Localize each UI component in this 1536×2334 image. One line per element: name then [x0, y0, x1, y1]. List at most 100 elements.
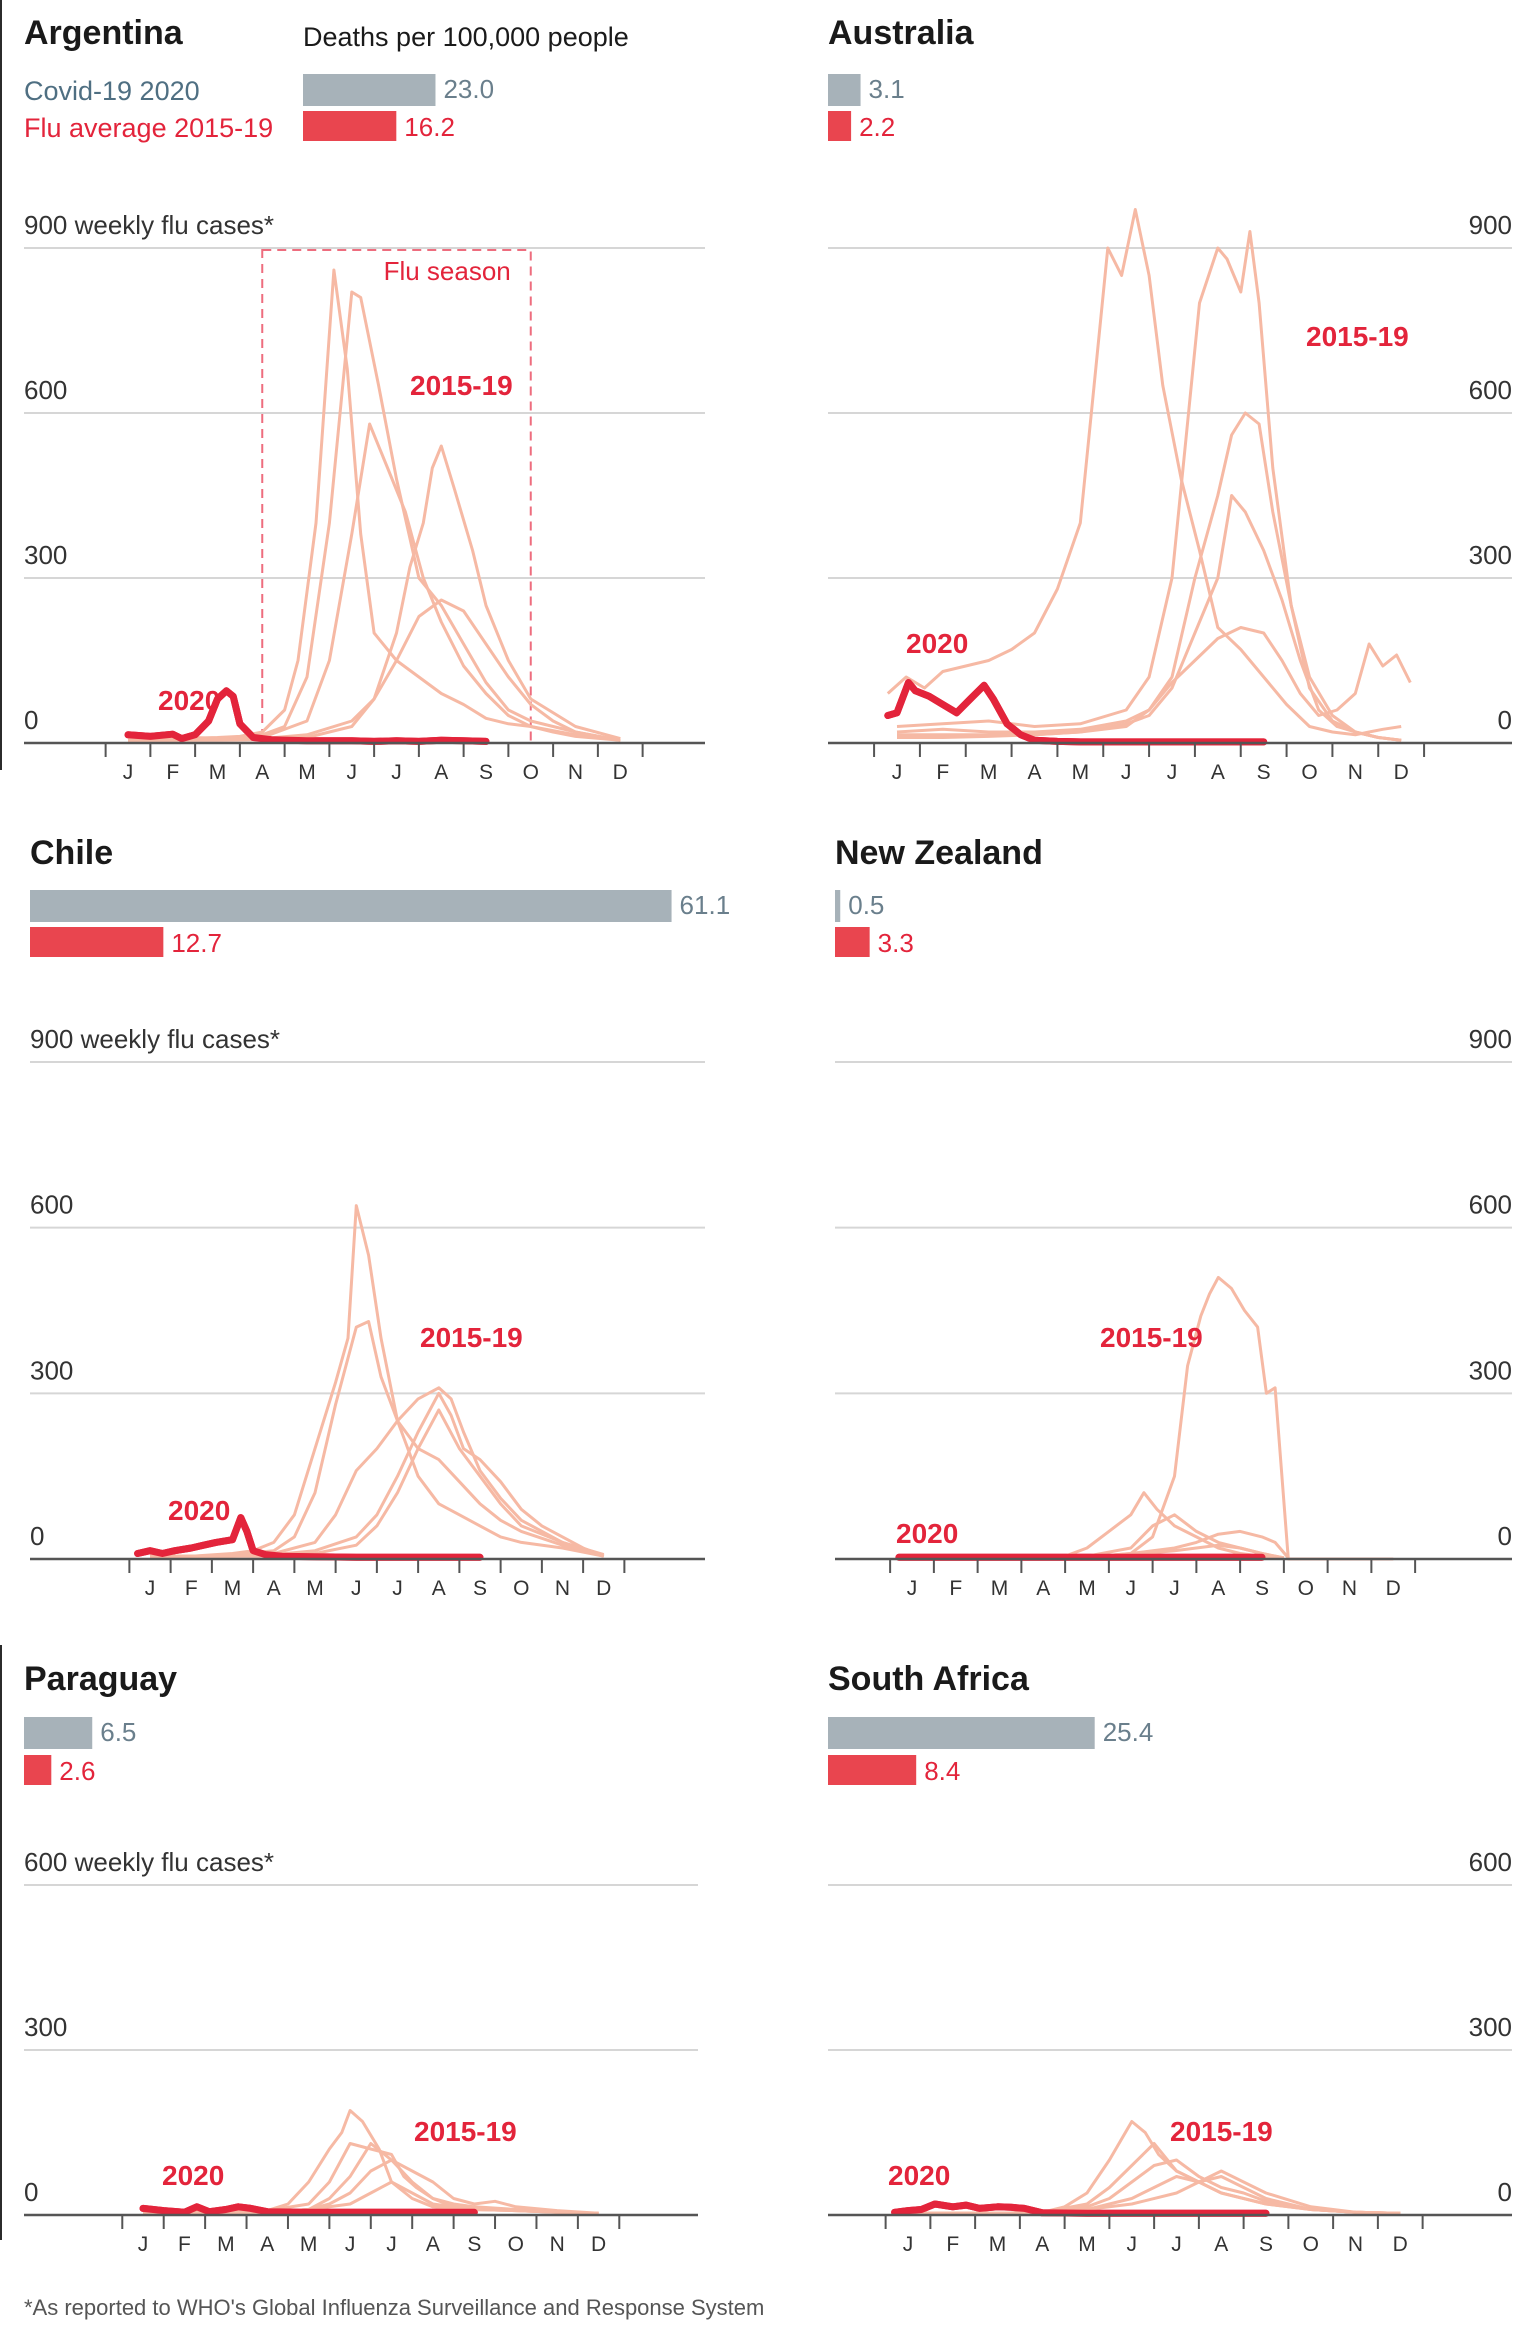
line-2020-top: [124, 687, 490, 745]
panel-title: South Africa: [828, 1660, 1030, 1698]
x-month-label: S: [473, 1577, 487, 1600]
covid-death-value: 23.0: [443, 74, 494, 104]
legend-flu-label: Flu average 2015-19: [24, 113, 273, 143]
footnote: *As reported to WHO's Global Influenza S…: [24, 2295, 764, 2320]
line-2015-19: [896, 230, 1402, 742]
x-month-label: O: [1298, 1577, 1314, 1600]
y-tick-label: 900: [1469, 210, 1512, 240]
x-month-label: A: [1211, 761, 1225, 784]
x-month-label: J: [386, 2233, 397, 2256]
line-2015-19: [150, 1320, 605, 1558]
panel-south-africa: South Africa 25.4 8.4 0 300 600 2015-19 2020 J F M…: [828, 1660, 1512, 2256]
x-month-label: J: [1121, 761, 1132, 784]
x-month-label: J: [903, 2233, 914, 2256]
line-2015-19: [912, 1491, 1285, 1560]
flu-death-bar: [24, 1755, 52, 1785]
x-month-label: J: [145, 1577, 156, 1600]
covid-death-bar: [24, 1717, 93, 1749]
y-tick-label: 0: [1498, 1521, 1512, 1551]
y-tick-label: 300: [30, 1355, 73, 1385]
panel-title: Australia: [828, 14, 975, 52]
flu-death-value: 2.2: [859, 112, 895, 142]
x-month-label: M: [1072, 761, 1090, 784]
covid-death-value: 6.5: [100, 1717, 136, 1747]
label-2015-19: 2015-19: [1170, 2116, 1273, 2147]
panel-paraguay: Paraguay 6.52.6 0 300 600 weekly flu cases* 2…: [24, 1660, 698, 2256]
x-month-label: M: [224, 1577, 242, 1600]
y-tick-label: 0: [30, 1521, 44, 1551]
x-month-label: J: [123, 761, 134, 784]
panel-australia: Australia 3.1 2.2 0 300 600 900 2015-19 2020 J F M A…: [828, 14, 1512, 784]
x-month-label: J: [392, 1577, 403, 1600]
x-month-label: J: [138, 2233, 149, 2256]
y-tick-label: 300: [1469, 2012, 1512, 2042]
x-month-label: S: [1255, 1577, 1269, 1600]
x-month-label: A: [432, 1577, 446, 1600]
flu-death-bar: [828, 1755, 917, 1785]
y-tick-label: 900: [1469, 1024, 1512, 1054]
y-tick-label: 0: [1498, 705, 1512, 735]
panel-argentina: Argentina 23.0 16.2 0 300 600 900 weekly flu c…: [24, 14, 705, 784]
label-2020: 2020: [888, 2160, 950, 2191]
x-month-label: O: [1303, 2233, 1319, 2256]
x-month-label: N: [1348, 2233, 1363, 2256]
line-2015-19: [908, 2142, 1401, 2215]
x-month-label: N: [1348, 761, 1363, 784]
panel-chile: Chile 61.1 12.7 0 300 600 900 weekly flu cases…: [30, 834, 730, 1600]
y-tick-label: 600 weekly flu cases*: [24, 1847, 274, 1877]
x-month-label: J: [1127, 2233, 1138, 2256]
line-2015-19: [143, 2180, 599, 2215]
label-2015-19: 2015-19: [414, 2116, 517, 2147]
x-month-label: D: [613, 761, 628, 784]
x-month-label: O: [1301, 761, 1317, 784]
panel-title: New Zealand: [835, 834, 1043, 872]
label-2015-19: 2015-19: [1306, 321, 1409, 352]
legend-covid-label: Covid-19 2020: [24, 76, 200, 106]
x-month-label: S: [467, 2233, 481, 2256]
x-month-label: A: [255, 761, 269, 784]
x-month-label: D: [596, 1577, 611, 1600]
y-tick-label: 600: [30, 1190, 73, 1220]
flu-season-box: [261, 249, 532, 744]
covid-death-bar: [303, 74, 436, 106]
x-month-label: F: [185, 1577, 198, 1600]
label-2020: 2020: [896, 1518, 958, 1549]
label-2020: 2020: [906, 628, 968, 659]
line-2015-19: [908, 2175, 1401, 2215]
line-2020-top: [139, 2203, 478, 2216]
x-month-label: N: [568, 761, 583, 784]
y-tick-label: 0: [24, 2177, 38, 2207]
line-2015-19: [897, 626, 1412, 739]
flu-death-bar: [835, 927, 870, 957]
line-2015-19: [127, 290, 621, 742]
x-month-label: A: [1036, 1577, 1050, 1600]
x-month-label: S: [479, 761, 493, 784]
x-month-label: A: [434, 761, 448, 784]
y-tick-label: 900 weekly flu cases*: [30, 1024, 280, 1054]
panel-title: Chile: [30, 834, 113, 872]
flu-death-value: 12.7: [171, 928, 222, 958]
x-month-label: M: [298, 761, 316, 784]
covid-death-bar: [828, 74, 861, 106]
label-2020: 2020: [168, 1495, 230, 1526]
x-month-label: A: [426, 2233, 440, 2256]
x-month-label: D: [1393, 2233, 1408, 2256]
x-month-label: N: [555, 1577, 570, 1600]
label-2015-19: 2015-19: [410, 370, 513, 401]
x-month-label: M: [1078, 1577, 1096, 1600]
x-month-label: S: [1257, 761, 1271, 784]
y-tick-label: 600: [1469, 375, 1512, 405]
y-tick-label: 300: [24, 2012, 67, 2042]
line-2015-19: [128, 598, 621, 742]
x-month-label: A: [1035, 2233, 1049, 2256]
x-month-label: O: [513, 1577, 529, 1600]
line-2015-19: [127, 268, 621, 742]
line-2015-19: [886, 208, 1402, 737]
x-month-label: J: [345, 2233, 356, 2256]
label-2020: 2020: [162, 2160, 224, 2191]
x-month-label: J: [391, 761, 402, 784]
x-month-label: M: [217, 2233, 235, 2256]
y-tick-label: 600: [24, 375, 67, 405]
flu-death-value: 3.3: [878, 928, 914, 958]
x-month-label: A: [260, 2233, 274, 2256]
